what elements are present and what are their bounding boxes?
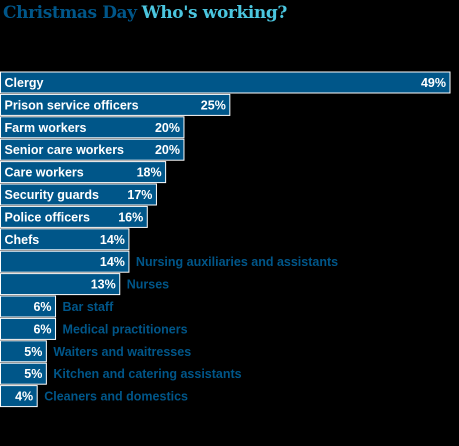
title-part-2: Who's working? [141, 3, 288, 23]
value-label: 6% [33, 322, 51, 336]
bar [0, 161, 167, 184]
bar [0, 250, 130, 273]
value-label: 18% [137, 166, 162, 180]
category-label: Kitchen and catering assistants [53, 367, 241, 381]
category-label: Cleaners and domestics [44, 390, 188, 404]
value-label: 16% [118, 210, 143, 224]
value-label: 14% [100, 233, 125, 247]
value-label: 13% [91, 278, 116, 292]
bar [0, 228, 130, 251]
value-label: 49% [421, 76, 446, 90]
value-label: 5% [24, 367, 42, 381]
value-label: 4% [15, 390, 33, 404]
bar [0, 205, 148, 228]
bar [0, 340, 47, 363]
bar [0, 362, 47, 385]
bar [0, 71, 451, 94]
category-label: Nursing auxiliaries and assistants [136, 255, 338, 269]
category-label: Chefs [5, 233, 40, 247]
bar [0, 183, 157, 206]
category-label: Clergy [5, 76, 44, 90]
title-part-1: Christmas Day [3, 3, 137, 23]
bar [0, 273, 121, 296]
category-label: Senior care workers [5, 143, 125, 157]
category-label: Medical practitioners [63, 322, 188, 336]
category-label: Care workers [5, 166, 84, 180]
value-label: 20% [155, 121, 180, 135]
value-label: 5% [24, 345, 42, 359]
category-label: Prison service officers [5, 98, 139, 112]
value-label: 20% [155, 143, 180, 157]
category-label: Nurses [127, 278, 169, 292]
bar [0, 295, 57, 318]
category-label: Police officers [5, 210, 90, 224]
value-label: 25% [201, 98, 226, 112]
category-label: Security guards [5, 188, 100, 202]
bar [0, 317, 57, 340]
value-label: 6% [33, 300, 51, 314]
bar [0, 385, 38, 408]
bar [0, 138, 185, 161]
category-label: Waiters and waitresses [53, 345, 191, 359]
category-label: Farm workers [5, 121, 87, 135]
value-label: 17% [127, 188, 152, 202]
bar [0, 116, 185, 139]
bar [0, 93, 231, 116]
category-label: Bar staff [63, 300, 115, 314]
value-label: 14% [100, 255, 125, 269]
chart-title: Christmas Day Who's working? [3, 3, 287, 23]
